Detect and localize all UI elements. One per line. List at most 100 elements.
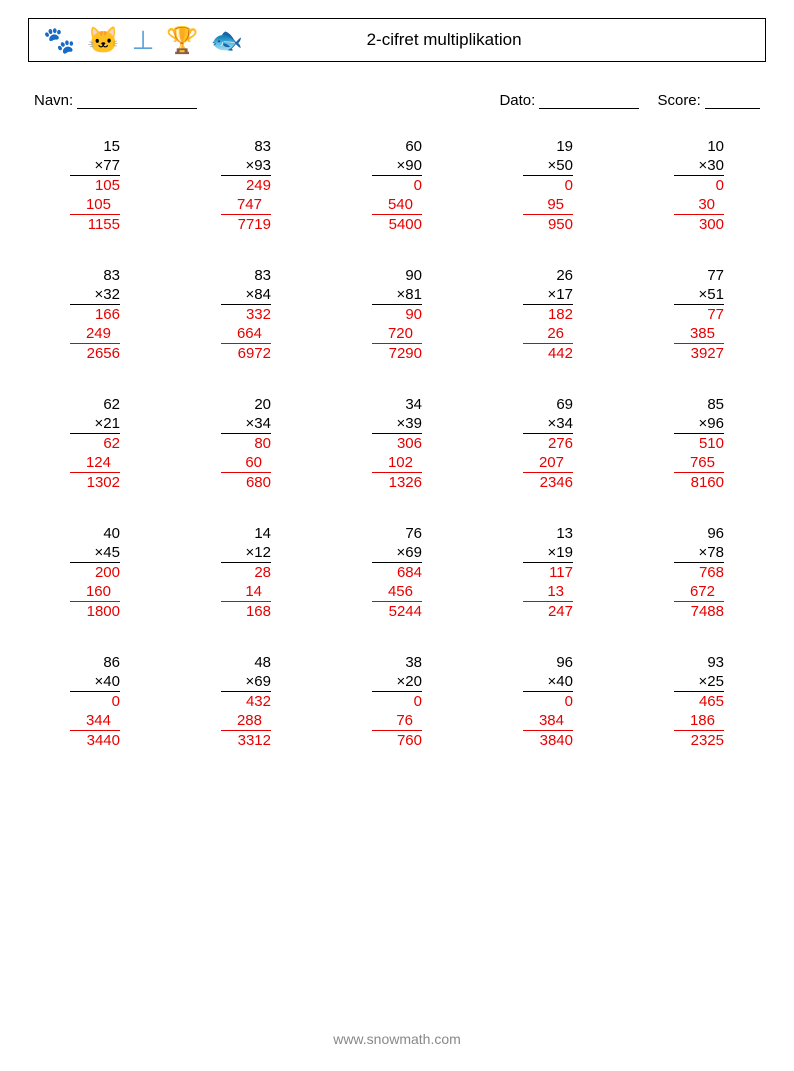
multiplier: ×81 (372, 285, 422, 304)
multiplicand: 76 (372, 524, 422, 543)
partial-2: 664 (221, 324, 271, 343)
multiplicand: 83 (221, 137, 271, 156)
multiplication-problem: 62×21621241302 (40, 395, 150, 492)
multiplication-problem: 19×50095950 (493, 137, 603, 234)
multiplicand: 10 (674, 137, 724, 156)
partial-1: 117 (523, 563, 573, 582)
multiplication-problem: 83×932497477719 (191, 137, 301, 234)
date-label: Dato: (499, 92, 535, 109)
problem-row: 15×77105105115583×93249747771960×9005405… (40, 137, 754, 234)
multiplier: ×90 (372, 156, 422, 175)
partial-1: 80 (221, 434, 271, 453)
date-blank (539, 108, 639, 109)
multiplier: ×69 (221, 672, 271, 691)
answer: 1155 (70, 215, 120, 234)
multiplicand: 86 (70, 653, 120, 672)
multiplication-problem: 60×9005405400 (342, 137, 452, 234)
partial-1: 200 (70, 563, 120, 582)
problem-row: 40×45200160180014×12281416876×6968445652… (40, 524, 754, 621)
multiplicand: 60 (372, 137, 422, 156)
multiplier: ×30 (674, 156, 724, 175)
multiplication-problem: 96×787686727488 (644, 524, 754, 621)
partial-2: 13 (523, 582, 573, 601)
multiplicand: 40 (70, 524, 120, 543)
partial-2: 344 (70, 711, 120, 730)
multiplier: ×78 (674, 543, 724, 562)
partial-1: 768 (674, 563, 724, 582)
partial-1: 249 (221, 176, 271, 195)
multiplicand: 62 (70, 395, 120, 414)
footer-text: www.snowmath.com (333, 1031, 461, 1047)
partial-1: 432 (221, 692, 271, 711)
multiplier: ×25 (674, 672, 724, 691)
answer: 760 (372, 731, 422, 750)
multiplier: ×77 (70, 156, 120, 175)
answer: 5400 (372, 215, 422, 234)
problem-row: 83×32166249265683×84332664697290×8190720… (40, 266, 754, 363)
multiplier: ×34 (523, 414, 573, 433)
answer: 7290 (372, 344, 422, 363)
multiplier: ×32 (70, 285, 120, 304)
partial-2: 765 (674, 453, 724, 472)
partial-2: 76 (372, 711, 422, 730)
answer: 3440 (70, 731, 120, 750)
partial-1: 166 (70, 305, 120, 324)
multiplication-problem: 26×1718226442 (493, 266, 603, 363)
multiplier: ×40 (70, 672, 120, 691)
answer: 2346 (523, 473, 573, 492)
multiplication-problem: 86×4003443440 (40, 653, 150, 750)
multiplication-problem: 14×122814168 (191, 524, 301, 621)
problems-grid: 15×77105105115583×93249747771960×9005405… (40, 137, 754, 750)
answer: 1302 (70, 473, 120, 492)
partial-1: 332 (221, 305, 271, 324)
partial-2: 384 (523, 711, 573, 730)
multiplication-problem: 20×348060680 (191, 395, 301, 492)
cat-icon: 🐱 (87, 27, 119, 53)
multiplication-problem: 77×51773853927 (644, 266, 754, 363)
score-field: Score: (657, 92, 760, 109)
name-label: Navn: (34, 92, 73, 109)
footer: www.snowmath.com (0, 1031, 794, 1047)
partial-1: 0 (372, 176, 422, 195)
multiplicand: 90 (372, 266, 422, 285)
partial-1: 90 (372, 305, 422, 324)
multiplication-problem: 34×393061021326 (342, 395, 452, 492)
partial-1: 0 (70, 692, 120, 711)
answer: 6972 (221, 344, 271, 363)
answer: 680 (221, 473, 271, 492)
problem-row: 62×2162124130220×34806068034×39306102132… (40, 395, 754, 492)
partial-2: 102 (372, 453, 422, 472)
answer: 3840 (523, 731, 573, 750)
multiplicand: 20 (221, 395, 271, 414)
multiplier: ×84 (221, 285, 271, 304)
multiplicand: 85 (674, 395, 724, 414)
multiplier: ×21 (70, 414, 120, 433)
multiplicand: 69 (523, 395, 573, 414)
answer: 7488 (674, 602, 724, 621)
header-icons: 🐾🐱⊥🏆🐟 (43, 27, 243, 53)
partial-1: 62 (70, 434, 120, 453)
answer: 1326 (372, 473, 422, 492)
partial-1: 77 (674, 305, 724, 324)
partial-1: 306 (372, 434, 422, 453)
partial-2: 95 (523, 195, 573, 214)
partial-2: 249 (70, 324, 120, 343)
multiplication-problem: 10×30030300 (644, 137, 754, 234)
partial-2: 30 (674, 195, 724, 214)
partial-2: 747 (221, 195, 271, 214)
partial-2: 720 (372, 324, 422, 343)
multiplicand: 38 (372, 653, 422, 672)
partial-2: 160 (70, 582, 120, 601)
worksheet-title: 2-cifret multiplikation (243, 30, 645, 50)
multiplication-problem: 83×843326646972 (191, 266, 301, 363)
multiplication-problem: 40×452001601800 (40, 524, 150, 621)
multiplicand: 13 (523, 524, 573, 543)
partial-2: 540 (372, 195, 422, 214)
multiplier: ×96 (674, 414, 724, 433)
multiplicand: 83 (70, 266, 120, 285)
multiplier: ×40 (523, 672, 573, 691)
multiplicand: 48 (221, 653, 271, 672)
partial-2: 60 (221, 453, 271, 472)
multiplier: ×50 (523, 156, 573, 175)
multiplication-problem: 93×254651862325 (644, 653, 754, 750)
